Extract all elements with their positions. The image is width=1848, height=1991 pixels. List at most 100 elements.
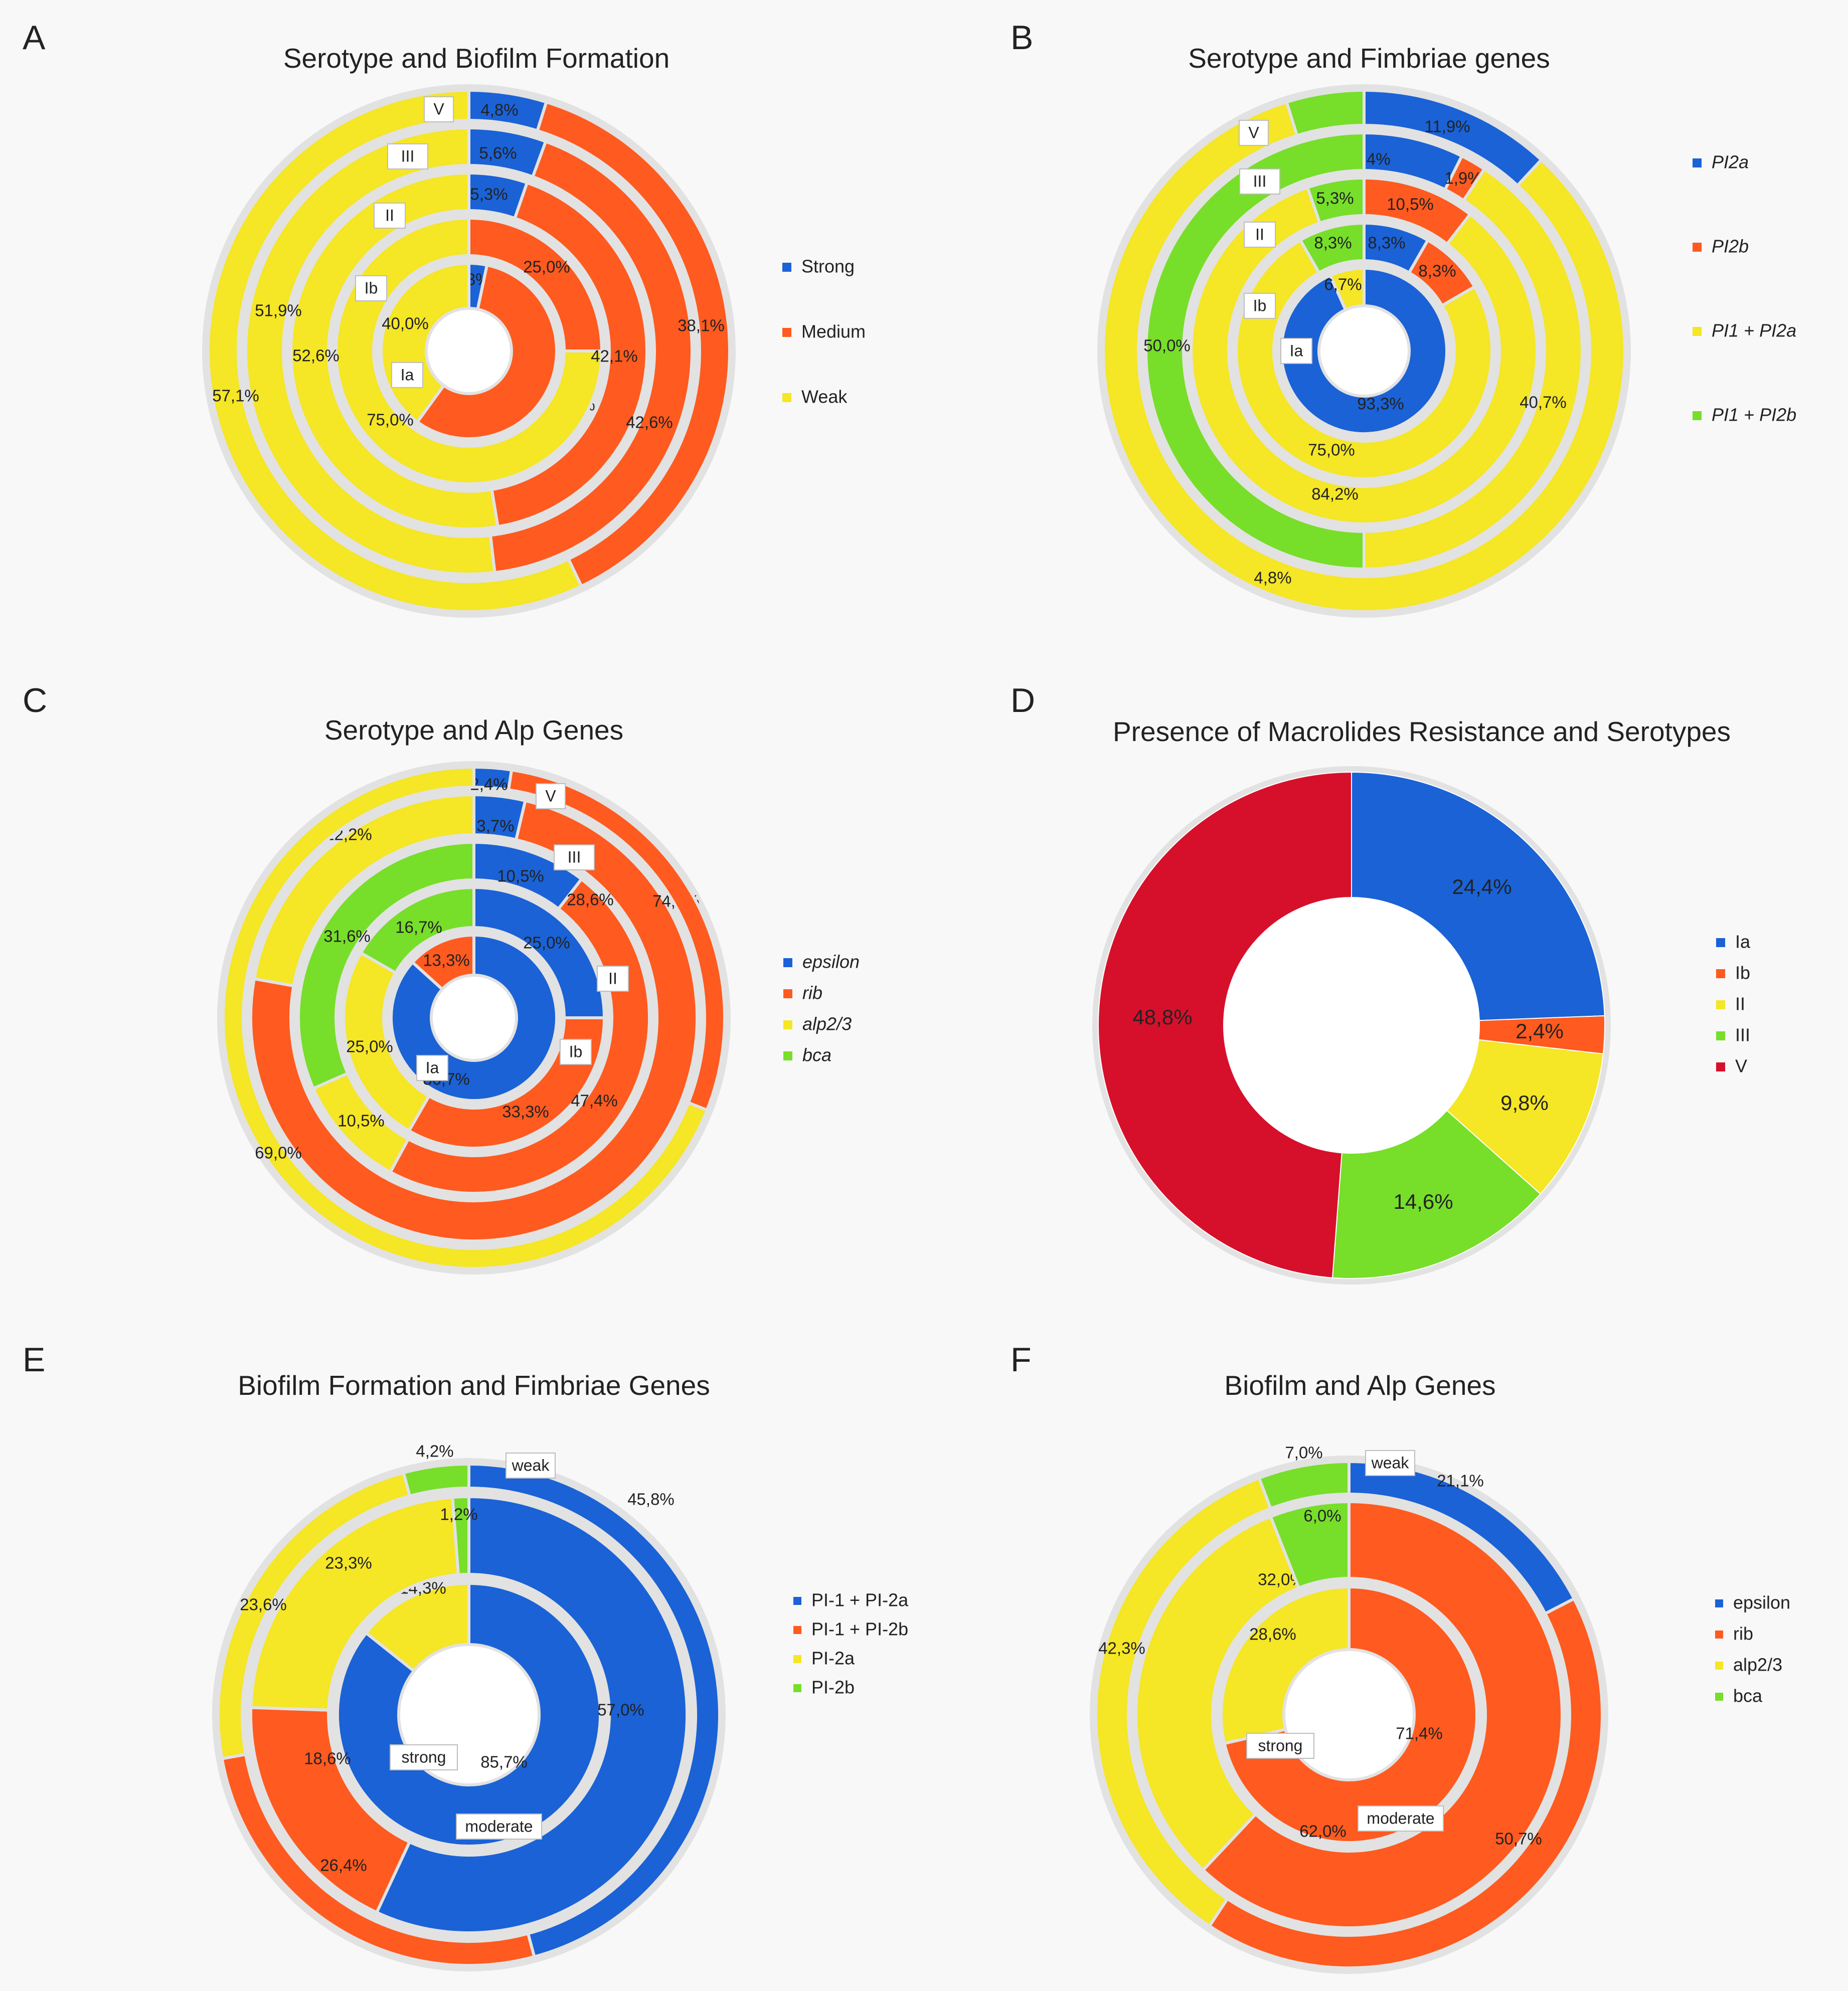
legend-label-a-weak: Weak bbox=[801, 387, 848, 407]
slice-b-ii-5-3 bbox=[1305, 176, 1366, 225]
legend-label-d-ia: Ia bbox=[1735, 932, 1751, 952]
legend-swatch-e-pi-1-pi-2b bbox=[793, 1626, 801, 1634]
ring-tag-e-moderate-box bbox=[456, 1814, 542, 1840]
slice-f-moderate-6-0 bbox=[1268, 1500, 1351, 1590]
panel-title-a: Serotype and Biofilm Formation bbox=[283, 43, 669, 74]
panel-d: D Presence of Macrolides Resistance and … bbox=[1011, 681, 1751, 1285]
data-label-c-ib-0: 25,0% bbox=[523, 934, 570, 952]
data-label-c-ib-3: 16,7% bbox=[395, 918, 442, 937]
legend-label-e-pi-2b: PI-2b bbox=[811, 1677, 855, 1698]
donut-hole-c bbox=[431, 975, 517, 1060]
ring-tag-f-moderate: moderate bbox=[1367, 1809, 1434, 1827]
data-label-c-ib-1: 33,3% bbox=[502, 1103, 549, 1121]
data-label-e-moderate-3: 1,2% bbox=[440, 1505, 477, 1524]
panel-f: F Biofilm and Alp Genes 71,4% 28,6% strong… bbox=[1011, 1341, 1790, 1974]
data-label-b-ii-1: 10,5% bbox=[1387, 195, 1434, 214]
slice-b-iii-40-7 bbox=[1363, 167, 1584, 571]
slice-a-ib-75-0 bbox=[334, 216, 604, 485]
legend-swatch-c-bca bbox=[783, 1051, 792, 1060]
data-label-f-weak-3: 7,0% bbox=[1285, 1443, 1322, 1462]
ring-tag-f-weak-box bbox=[1365, 1450, 1415, 1476]
legend-swatch-b-pi1-pi2b bbox=[1693, 411, 1702, 420]
legend-label-e-pi-2a: PI-2a bbox=[811, 1648, 855, 1669]
data-label-d-ring-4: 48,8% bbox=[1132, 1005, 1192, 1029]
legend-swatch-f-rib bbox=[1715, 1631, 1723, 1639]
data-label-a-ia-2: 40,0% bbox=[382, 314, 429, 333]
data-label-f-weak-0: 21,1% bbox=[1437, 1472, 1484, 1490]
legend-swatch-f-bca bbox=[1715, 1693, 1723, 1701]
ring-tag-f-moderate-box bbox=[1358, 1805, 1444, 1832]
data-label-e-moderate-2: 23,3% bbox=[325, 1554, 372, 1572]
data-label-f-strong-1: 71,4% bbox=[1396, 1724, 1443, 1743]
data-label-f-moderate-3: 6,0% bbox=[1303, 1507, 1341, 1525]
legend-swatch-c-rib bbox=[783, 989, 792, 998]
data-label-b-v-0: 11,9% bbox=[1424, 117, 1470, 136]
data-label-b-ia-0: 93,3% bbox=[1357, 395, 1404, 413]
ring-tag-c-v-box bbox=[536, 783, 566, 809]
data-label-d-ring-1: 2,4% bbox=[1516, 1019, 1564, 1043]
ring-tag-b-ii-box bbox=[1244, 222, 1276, 248]
slice-c-v-69-0 bbox=[222, 765, 709, 1270]
slice-a-ia-56-7 bbox=[415, 263, 558, 440]
slice-a-iii-42-6 bbox=[488, 139, 694, 575]
legend-swatch-c-alp2-3 bbox=[783, 1020, 792, 1029]
data-label-c-ib-2: 25,0% bbox=[346, 1037, 393, 1056]
ring-tag-a-ib-box bbox=[355, 275, 387, 301]
panel-letter-f: F bbox=[1011, 1341, 1032, 1379]
ring-tag-a-v: V bbox=[433, 100, 444, 118]
legend-label-f-bca: bca bbox=[1733, 1686, 1763, 1706]
slice-f-strong-28-6 bbox=[1220, 1585, 1351, 1745]
ring-tag-a-ii-box bbox=[374, 203, 406, 229]
slice-e-weak-4-2 bbox=[401, 1462, 470, 1498]
data-label-f-weak-1: 50,7% bbox=[1495, 1830, 1542, 1848]
data-label-b-ib-1: 8,3% bbox=[1418, 262, 1456, 280]
slice-b-ii-84-2 bbox=[1190, 186, 1539, 525]
ring-tag-c-ii: II bbox=[608, 969, 617, 987]
legend-swatch-d-ia bbox=[1716, 938, 1725, 947]
panel-letter-d: D bbox=[1011, 681, 1035, 719]
data-label-b-iii-2: 40,7% bbox=[1520, 393, 1567, 412]
donut-hole-d bbox=[1224, 897, 1479, 1153]
slice-d-ring-9-8 bbox=[1446, 1039, 1604, 1195]
ring-tag-e-moderate: moderate bbox=[465, 1817, 533, 1835]
legend-label-c-bca: bca bbox=[802, 1045, 831, 1065]
legend-swatch-b-pi2a bbox=[1693, 158, 1702, 167]
data-label-c-v-2: 69,0% bbox=[255, 1144, 302, 1162]
ring-tag-a-iii: III bbox=[401, 147, 415, 165]
legend-swatch-b-pi2b bbox=[1693, 243, 1702, 252]
data-label-a-v-1: 38,1% bbox=[678, 316, 725, 335]
slice-e-moderate-23-3 bbox=[249, 1496, 460, 1712]
slice-f-weak-7-0 bbox=[1257, 1460, 1351, 1511]
data-label-f-strong-2: 28,6% bbox=[1249, 1625, 1296, 1644]
slice-e-moderate-18-6 bbox=[249, 1706, 412, 1915]
legend-swatch-e-pi-1-pi-2a bbox=[793, 1597, 801, 1605]
panel-title-b: Serotype and Fimbriae genes bbox=[1188, 43, 1550, 74]
legend-label-d-ib: Ib bbox=[1735, 963, 1750, 983]
slice-b-ia-6-7 bbox=[1328, 266, 1366, 312]
ring-tag-c-iii: III bbox=[568, 848, 581, 866]
ring-tag-b-iii-box bbox=[1239, 168, 1280, 195]
legend-label-f-rib: rib bbox=[1733, 1623, 1753, 1644]
legend-label-d-ii: II bbox=[1735, 994, 1745, 1014]
legend-label-a-strong: Strong bbox=[801, 256, 855, 277]
legend-swatch-f-alp2-3 bbox=[1715, 1662, 1723, 1670]
legend-swatch-b-pi1-pi2a bbox=[1693, 327, 1702, 336]
ring-tag-a-ii: II bbox=[385, 206, 394, 224]
legend-label-d-v: V bbox=[1735, 1056, 1747, 1076]
panel-letter-a: A bbox=[23, 19, 46, 57]
panel-e: E Biofilm Formation and Fimbriae Genes 8… bbox=[23, 1341, 909, 1971]
ring-tag-a-ia: Ia bbox=[401, 366, 414, 384]
data-label-c-ia-1: 13,3% bbox=[423, 951, 470, 970]
ring-tag-c-ii-box bbox=[597, 966, 629, 992]
panel-title-f: Biofilm and Alp Genes bbox=[1224, 1370, 1495, 1401]
data-label-c-iii-0: 3,7% bbox=[476, 817, 514, 835]
legend-label-c-rib: rib bbox=[802, 983, 822, 1003]
data-label-b-v-2: 4,8% bbox=[1254, 569, 1291, 587]
data-label-c-v-1: 28,6% bbox=[567, 890, 614, 909]
slice-b-ib-8-3 bbox=[1298, 221, 1366, 275]
ring-tag-c-ib: Ib bbox=[569, 1042, 583, 1060]
data-label-a-v-2: 57,1% bbox=[212, 387, 259, 405]
panel-c: C Serotype and Alp Genes 86,7%13,3%Ia25,… bbox=[23, 681, 860, 1275]
legend-label-f-epsilon: epsilon bbox=[1733, 1592, 1790, 1613]
legend-label-c-alp2-3: alp2/3 bbox=[802, 1014, 852, 1034]
